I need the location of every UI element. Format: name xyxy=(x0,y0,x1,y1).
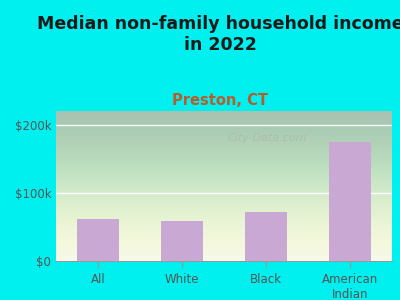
Bar xyxy=(161,221,203,261)
Bar xyxy=(77,219,119,261)
Bar xyxy=(245,212,287,261)
Bar xyxy=(329,142,371,261)
Text: Median non-family household income
in 2022: Median non-family household income in 20… xyxy=(37,15,400,54)
Text: Preston, CT: Preston, CT xyxy=(172,93,268,108)
Text: City-Data.com: City-Data.com xyxy=(228,133,308,143)
